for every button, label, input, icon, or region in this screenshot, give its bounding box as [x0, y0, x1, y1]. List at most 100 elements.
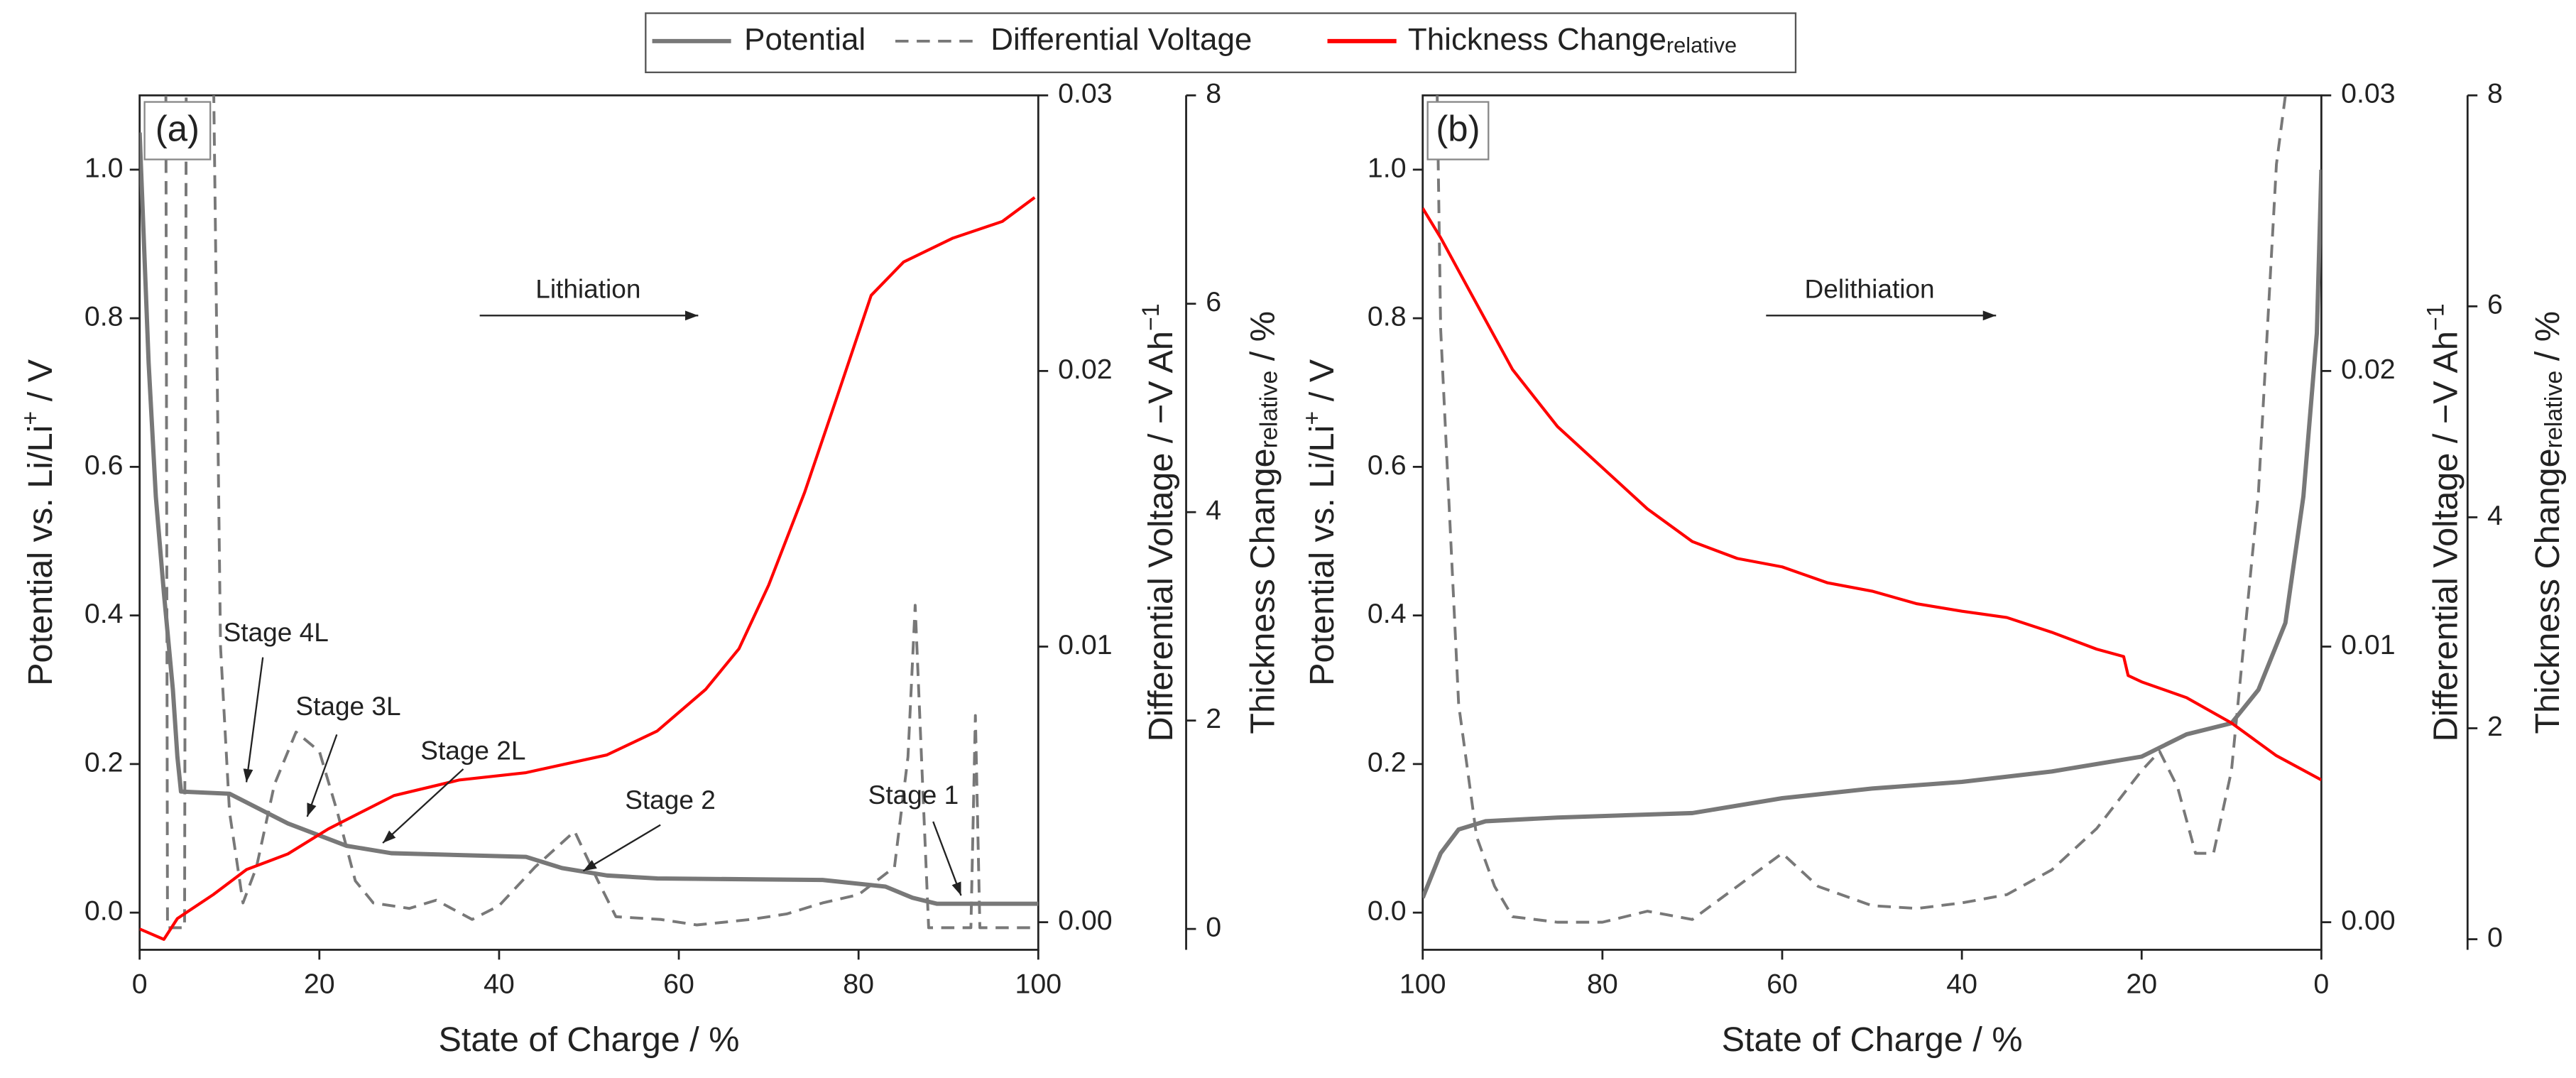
y3-axis-label: Thickness Changerelative / % — [1243, 311, 1283, 734]
legend-label: Thickness Changerelative — [1408, 22, 1737, 58]
y3-axis-label-unit: / % — [1243, 311, 1282, 371]
y-axis-label-sup: + — [17, 411, 44, 425]
annotation: Lithiation — [535, 273, 640, 303]
annotation-arrow — [306, 734, 338, 817]
y3-tick-label: 0 — [1206, 911, 1221, 942]
y3-tick-label: 4 — [1206, 495, 1221, 526]
plot-frame — [1421, 94, 2323, 951]
legend-box — [645, 12, 1797, 74]
y-axis-label-unit: / V — [21, 359, 60, 410]
panel-label-box — [143, 101, 212, 160]
annotation: Stage 1 — [868, 780, 959, 810]
panel: 0 20 40 60 80 1000.00.20.40.60.81.00.000.010.… — [17, 78, 1283, 1059]
plot-frame — [138, 94, 1039, 951]
y3-tick-label: 8 — [2487, 78, 2503, 109]
x-tick-label: 100 — [1015, 969, 1061, 1000]
y2-axis-label: Differential Voltage / −V Ah−1 — [2422, 303, 2465, 741]
y-tick-label: 1.0 — [1368, 152, 1407, 183]
y-axis-label: Potential vs. Li/Li+ / V — [1299, 359, 1341, 686]
legend-name: Differential Voltage — [990, 22, 1252, 57]
x-tick-label: 80 — [1587, 969, 1618, 1000]
x-tick-label: 60 — [663, 969, 694, 1000]
y2-tick-label: 0.01 — [1058, 629, 1113, 660]
legend-label: Differential Voltage — [990, 22, 1252, 57]
x-tick-label: 100 — [1399, 969, 1446, 1000]
x-axis-label: State of Charge / % — [1722, 1020, 2023, 1059]
y3-axis-label-text: Thickness Change — [2528, 448, 2567, 734]
y3-axis-label-sub: relative — [1256, 371, 1283, 449]
x-tick-label: 40 — [484, 969, 515, 1000]
panel-label-box — [1426, 101, 1490, 160]
x-tick-label: 60 — [1767, 969, 1798, 1000]
y3-axis-label: Thickness Changerelative / % — [2528, 311, 2568, 734]
y2-tick-label: 0.03 — [1058, 78, 1113, 109]
annotation: Delithiation — [1805, 273, 1935, 303]
x-tick-label: 0 — [2313, 969, 2329, 1000]
y2-axis-label-sup: −1 — [1137, 303, 1164, 331]
annotation: Stage 3L — [295, 691, 400, 721]
y-tick-label: 0.0 — [84, 895, 124, 927]
y-axis-label: Potential vs. Li/Li+ / V — [17, 359, 60, 686]
y2-axis-label-text: Differential Voltage / −V Ah — [2426, 331, 2465, 741]
y2-axis-label-text: Differential Voltage / −V Ah — [1142, 331, 1180, 741]
y2-tick-label: 0.00 — [1058, 905, 1113, 936]
y2-tick-label: 0.03 — [2341, 78, 2396, 109]
y-axis-label-text: Potential vs. Li/Li — [1303, 425, 1341, 686]
y2-tick-label: 0.01 — [2341, 629, 2396, 660]
y3-tick-label: 8 — [1206, 78, 1221, 109]
y2-tick-label: 0.00 — [2341, 905, 2396, 936]
x-tick-label: 20 — [2126, 969, 2157, 1000]
y-tick-label: 0.8 — [1368, 301, 1407, 332]
y3-tick-label: 4 — [2487, 500, 2503, 531]
y3-tick-label: 2 — [2487, 711, 2503, 742]
panel: 100 80 60 40 20 00.00.20.40.60.81.00.000.010.… — [1299, 78, 2568, 1059]
series-line — [1422, 207, 2322, 782]
legend-label: Potential — [744, 22, 866, 57]
y2-tick-label: 0.02 — [1058, 354, 1113, 385]
y-tick-label: 0.8 — [84, 301, 124, 332]
annotation-arrow — [582, 824, 661, 872]
y-axis-label-text: Potential vs. Li/Li — [21, 425, 60, 686]
x-tick-label: 20 — [304, 969, 335, 1000]
y3-tick-label: 2 — [1206, 703, 1221, 734]
y-tick-label: 0.6 — [1368, 450, 1407, 481]
legend-name: Thickness Change — [1408, 22, 1666, 57]
series-line — [1436, 95, 2287, 924]
x-tick-label: 80 — [843, 969, 874, 1000]
annotation-arrow — [243, 657, 264, 783]
series-line — [139, 196, 1036, 941]
y3-tick-label: 6 — [2487, 289, 2503, 320]
series-line — [1422, 169, 2322, 899]
plot-area — [139, 95, 1039, 941]
y2-axis-label-sup: −1 — [2422, 303, 2449, 331]
y-tick-label: 0.0 — [1368, 895, 1407, 927]
annotation-arrow — [382, 768, 464, 844]
legend-subscript: relative — [1666, 33, 1737, 58]
y3-axis-label-sub: relative — [2540, 371, 2567, 449]
series-line — [139, 132, 1039, 906]
x-tick-label: 0 — [132, 969, 148, 1000]
legend: Potential Differential Voltage Thickness C… — [652, 22, 1737, 58]
legend-name: Potential — [744, 22, 866, 57]
y-tick-label: 0.6 — [84, 450, 124, 481]
panel-label: (b) — [1436, 109, 1480, 149]
y-tick-label: 0.4 — [1368, 598, 1407, 629]
y3-tick-label: 0 — [2487, 922, 2503, 953]
y-axis-label-unit: / V — [1303, 359, 1341, 410]
annotation: Stage 4L — [224, 617, 329, 647]
x-tick-label: 40 — [1946, 969, 1977, 1000]
annotation-arrow — [932, 821, 962, 896]
y3-axis-label-unit: / % — [2528, 311, 2567, 371]
y3-tick-label: 6 — [1206, 286, 1221, 317]
y-tick-label: 0.2 — [1368, 746, 1407, 778]
panel-label: (a) — [155, 109, 200, 149]
x-axis-label: State of Charge / % — [439, 1020, 740, 1059]
annotation: Stage 2L — [420, 736, 525, 766]
y-tick-label: 0.4 — [84, 598, 124, 629]
y-axis-label-sup: + — [1299, 411, 1326, 425]
y-tick-label: 0.2 — [84, 746, 124, 778]
annotation: Stage 2 — [625, 785, 716, 815]
y2-tick-label: 0.02 — [2341, 354, 2396, 385]
